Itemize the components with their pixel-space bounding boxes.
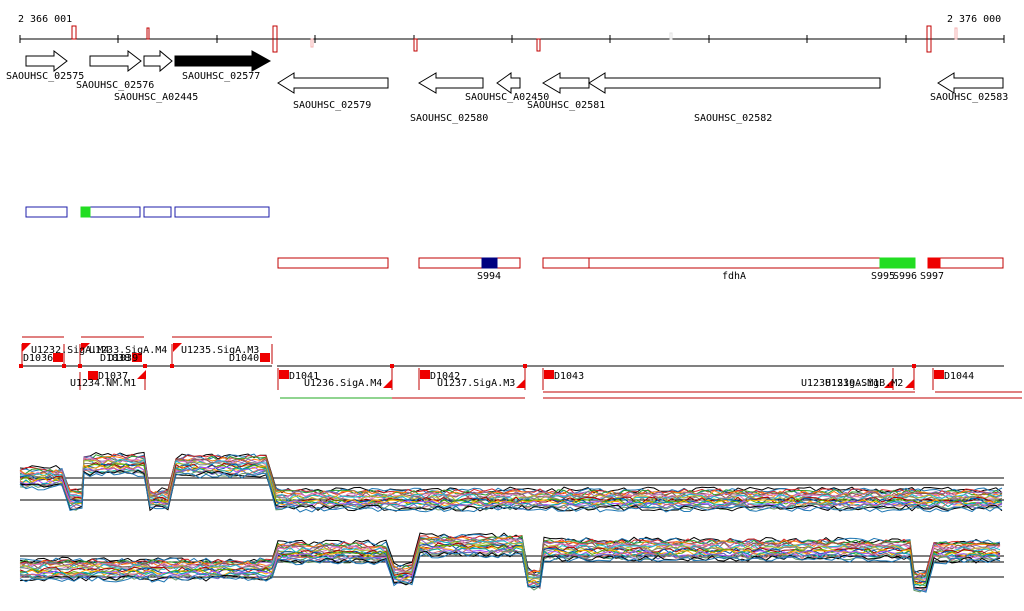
feature-label: S997 bbox=[920, 271, 944, 282]
gene-arrow[interactable] bbox=[496, 72, 521, 94]
annotation-label: D1040 bbox=[229, 353, 259, 364]
gene-label: SAOUHSC_02582 bbox=[694, 113, 772, 124]
feature-label: S996 bbox=[893, 271, 917, 282]
feature-box[interactable] bbox=[588, 257, 916, 269]
annotation-label: D1037 bbox=[98, 371, 128, 382]
expression-trace bbox=[19, 546, 1001, 589]
expression-trace bbox=[19, 457, 1003, 500]
feature-label: S995 bbox=[871, 271, 895, 282]
gene-label: SAOUHSC_02583 bbox=[930, 92, 1008, 103]
expression-trace bbox=[19, 470, 1003, 513]
expression-trace bbox=[19, 468, 1003, 510]
gene-label: SAOUHSC_02576 bbox=[76, 80, 154, 91]
annotation-label: D1041 bbox=[289, 371, 319, 382]
gene-label: SAOUHSC_02580 bbox=[410, 113, 488, 124]
feature-box[interactable] bbox=[174, 206, 270, 218]
annotation-label: U1237.SigA.M3 bbox=[437, 378, 515, 389]
expression-trace bbox=[19, 453, 1003, 496]
red-feature-track bbox=[277, 257, 1004, 269]
annotation-label: D1043 bbox=[554, 371, 584, 382]
feature-box[interactable] bbox=[277, 257, 389, 269]
gene-label: SAOUHSC_02579 bbox=[293, 100, 371, 111]
gene-label: SAOUHSC_02575 bbox=[6, 71, 84, 82]
gene-label: SAOUHSC_A02450 bbox=[465, 92, 549, 103]
gene-track bbox=[25, 49, 1004, 94]
annotation-label: U1233.SigA.M4 bbox=[89, 345, 167, 356]
blue-feature-track bbox=[25, 206, 270, 218]
expression-plot-upper bbox=[19, 451, 1004, 513]
feature-label: fdhA bbox=[722, 271, 746, 282]
feature-box[interactable] bbox=[25, 206, 68, 218]
gene-label: SAOUHSC_02577 bbox=[182, 71, 260, 82]
feature-box[interactable] bbox=[418, 257, 521, 269]
expression-trace bbox=[19, 457, 1003, 499]
annotation-label: D1036 bbox=[23, 353, 53, 364]
gene-arrow[interactable] bbox=[937, 72, 1004, 94]
coordinate-axis: 2 366 001 2 376 000 bbox=[18, 14, 1005, 53]
gene-arrow[interactable] bbox=[542, 72, 590, 94]
annotation-label: D1039 bbox=[108, 353, 138, 364]
expression-trace bbox=[19, 538, 1001, 581]
annotation-label: U1236.SigA.M4 bbox=[304, 378, 382, 389]
gene-arrow[interactable] bbox=[143, 49, 173, 73]
expression-trace bbox=[19, 542, 1001, 585]
annotation-label: D1038 bbox=[100, 353, 130, 364]
expression-trace bbox=[19, 542, 1001, 584]
feature-marker bbox=[481, 257, 498, 269]
gene-arrow[interactable] bbox=[277, 72, 389, 94]
gene-arrow[interactable] bbox=[25, 49, 68, 73]
feature-label: S994 bbox=[477, 271, 501, 282]
feature-marker bbox=[927, 257, 941, 269]
expression-plot-lower bbox=[19, 532, 1004, 593]
feature-marker bbox=[879, 257, 916, 269]
gene-arrow[interactable] bbox=[89, 49, 142, 73]
annotation-label: D1042 bbox=[430, 371, 460, 382]
expression-trace bbox=[19, 451, 1003, 494]
annotation-label: U1238.SigA.M1 bbox=[801, 378, 879, 389]
upper-annotation-track: U1232.SigA.M4 U1233.SigA.M4 U1235.SigA.M… bbox=[19, 336, 273, 390]
annotation-label: U1239.SigB.M2 bbox=[825, 378, 903, 389]
gene-label: SAOUHSC_02581 bbox=[527, 100, 605, 111]
annotation-label: U1234.NM.M1 bbox=[70, 378, 136, 389]
feature-box[interactable] bbox=[143, 206, 172, 218]
annotation-label: D1044 bbox=[944, 371, 974, 382]
axis-start-label: 2 366 001 bbox=[18, 14, 72, 25]
feature-labels: S994 fdhA S995 S996 S997 bbox=[477, 271, 944, 282]
gene-arrow[interactable] bbox=[588, 72, 881, 94]
gene-arrow[interactable] bbox=[174, 50, 272, 72]
gene-labels: SAOUHSC_02575 SAOUHSC_02576 SAOUHSC_A024… bbox=[6, 71, 1008, 124]
feature-box[interactable] bbox=[542, 257, 590, 269]
lower-annotation-track: D1041 U1236.SigA.M4 D1042 U1237.SigA.M3 … bbox=[277, 364, 1022, 399]
axis-end-label: 2 376 000 bbox=[947, 14, 1001, 25]
gene-arrow[interactable] bbox=[418, 72, 484, 94]
expression-trace bbox=[19, 551, 1001, 593]
annotation-label: U1235.SigA.M3 bbox=[181, 345, 259, 356]
gene-label: SAOUHSC_A02445 bbox=[114, 92, 198, 103]
annotation-label: U1232.SigA.M4 bbox=[31, 345, 109, 356]
feature-marker bbox=[80, 206, 91, 218]
